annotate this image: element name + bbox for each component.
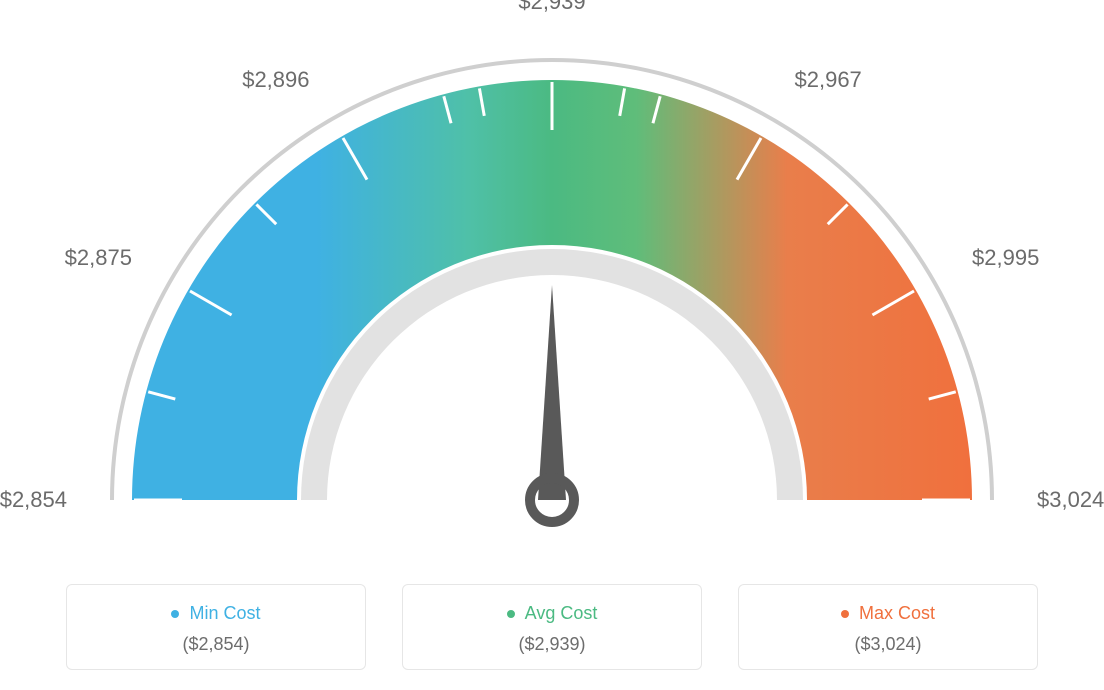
gauge-svg (0, 0, 1104, 560)
legend-label-min: Min Cost (189, 603, 260, 624)
gauge-tick-label: $2,875 (65, 245, 132, 271)
legend-dot-max (841, 610, 849, 618)
legend-value-max: ($3,024) (751, 634, 1025, 655)
gauge-tick-label: $2,967 (795, 67, 862, 93)
legend-label-line: Avg Cost (415, 603, 689, 624)
legend-label-line: Max Cost (751, 603, 1025, 624)
legend-row: Min Cost ($2,854) Avg Cost ($2,939) Max … (0, 584, 1104, 670)
gauge-tick-label: $2,939 (518, 0, 585, 15)
legend-card-min: Min Cost ($2,854) (66, 584, 366, 670)
gauge-tick-label: $2,896 (242, 67, 309, 93)
legend-dot-min (171, 610, 179, 618)
gauge-container: $2,854 $2,875 $2,896 $2,939 $2,967 $2,995 $3,0… (0, 0, 1104, 560)
legend-value-min: ($2,854) (79, 634, 353, 655)
legend-value-avg: ($2,939) (415, 634, 689, 655)
legend-card-max: Max Cost ($3,024) (738, 584, 1038, 670)
gauge-tick-label: $2,854 (0, 487, 67, 513)
legend-label-max: Max Cost (859, 603, 935, 624)
legend-label-line: Min Cost (79, 603, 353, 624)
gauge-tick-label: $2,995 (972, 245, 1039, 271)
legend-label-avg: Avg Cost (525, 603, 598, 624)
legend-dot-avg (507, 610, 515, 618)
gauge-tick-label: $3,024 (1037, 487, 1104, 513)
legend-card-avg: Avg Cost ($2,939) (402, 584, 702, 670)
